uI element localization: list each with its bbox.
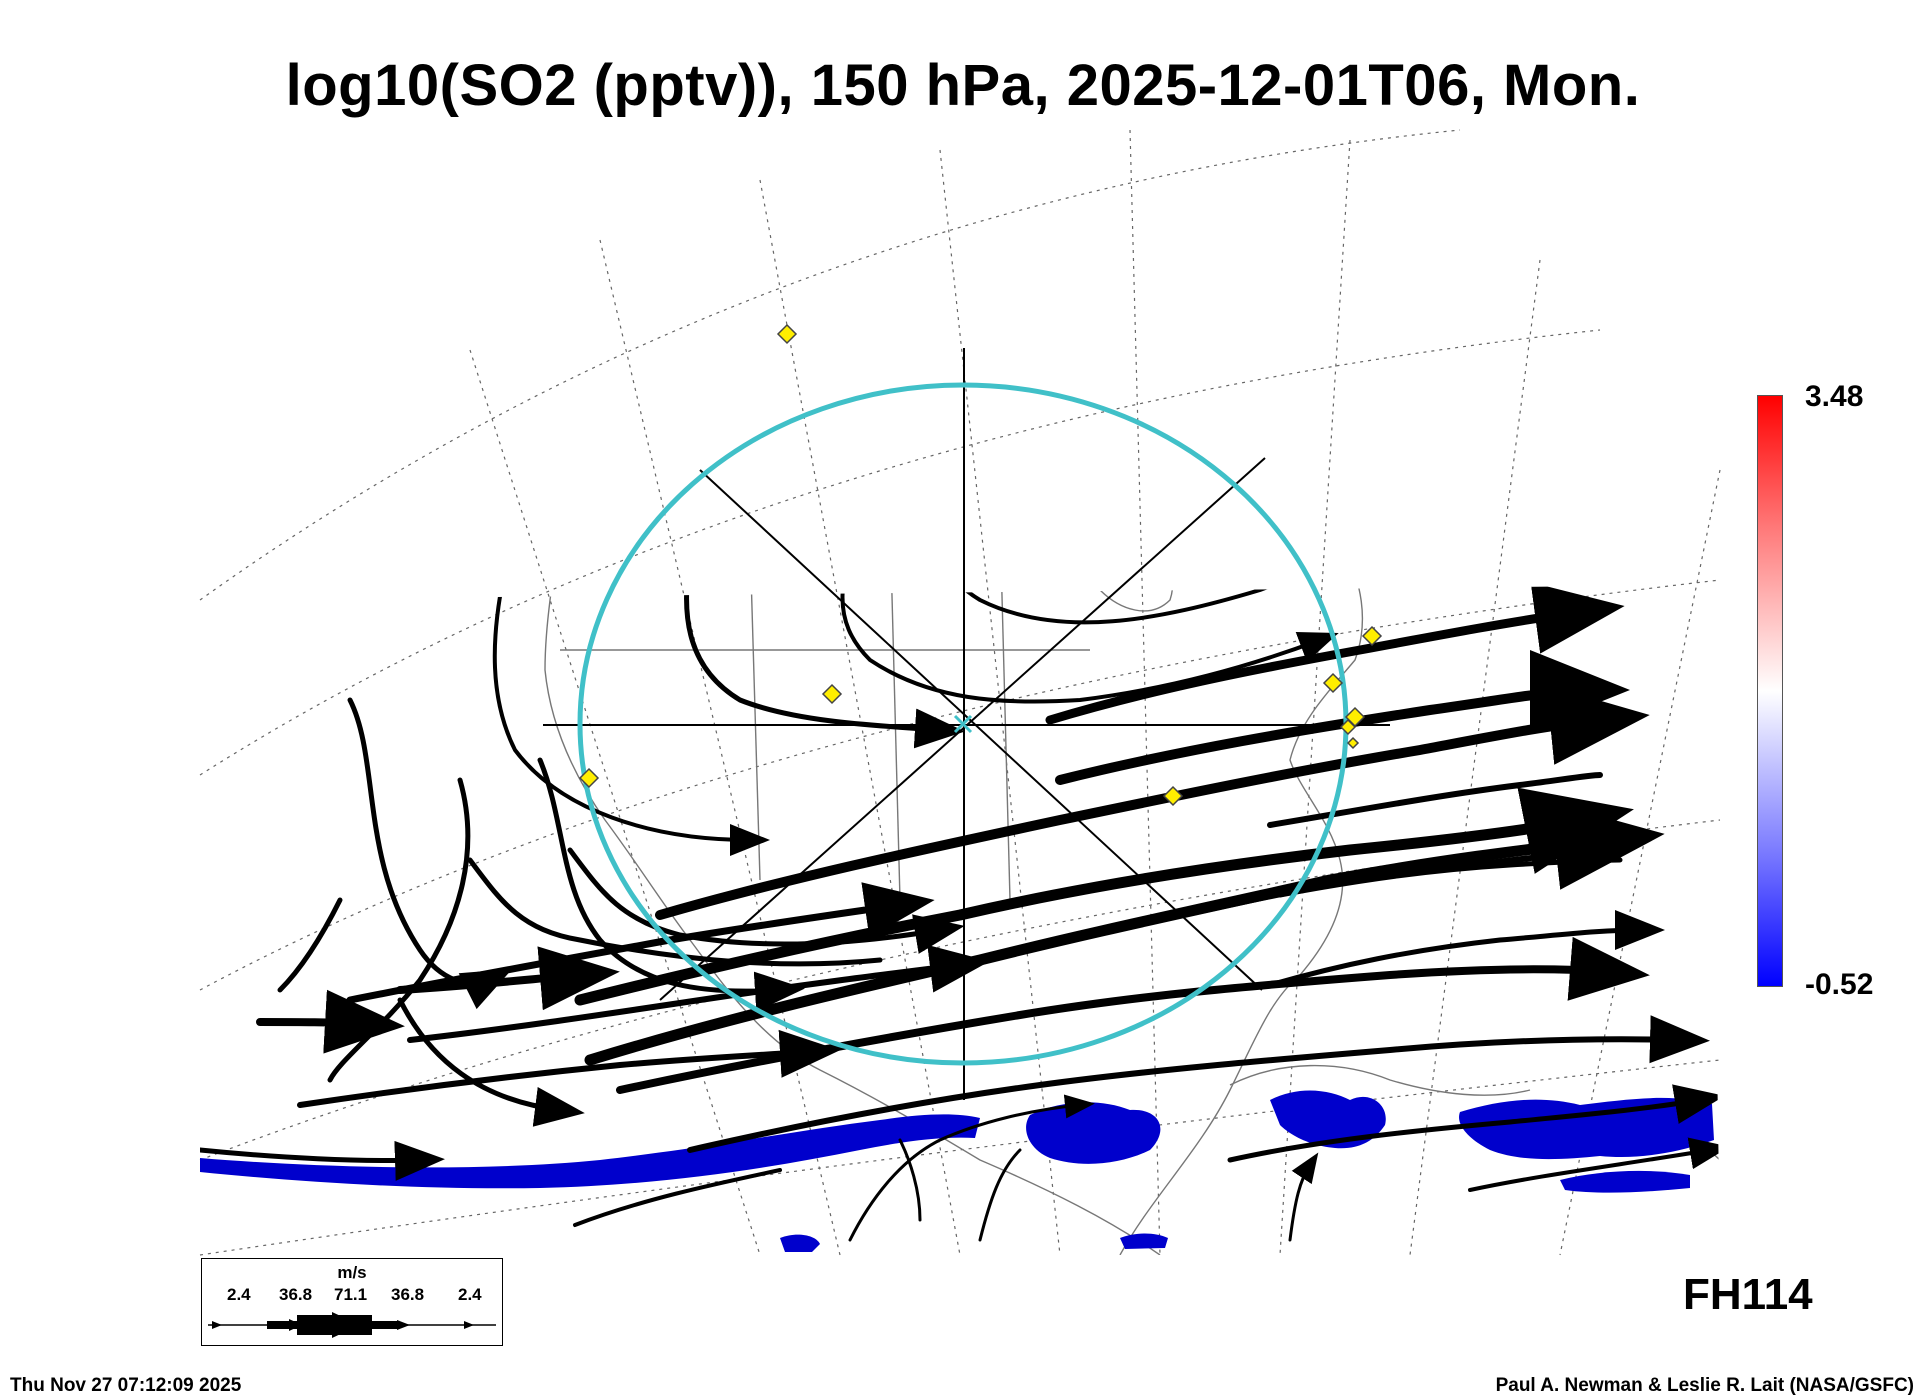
- legend-value: 71.1: [334, 1285, 368, 1304]
- legend-unit: m/s: [337, 1263, 367, 1282]
- station-marker: [776, 323, 798, 345]
- colorbar: [1757, 395, 1783, 987]
- station-marker: [1162, 785, 1184, 807]
- colorbar-max-label: 3.48: [1805, 380, 1864, 413]
- map-title: log10(SO2 (pptv)), 150 hPa, 2025-12-01T0…: [285, 53, 1641, 118]
- station-marker: [1361, 625, 1383, 647]
- station-markers: [578, 323, 1383, 807]
- streamlines: [200, 585, 1720, 1242]
- station-marker: [1346, 736, 1360, 750]
- legend-arrows: [208, 1312, 496, 1338]
- forecast-hour-label: FH114: [1683, 1270, 1813, 1319]
- legend-value: 36.8: [391, 1285, 425, 1304]
- circle-center-marker: [953, 714, 973, 734]
- station-marker: [1339, 718, 1357, 736]
- legend-value: 2.4: [458, 1285, 482, 1304]
- legend-value: 2.4: [227, 1285, 251, 1304]
- colorbar-min-label: -0.52: [1805, 968, 1874, 1001]
- footer-timestamp: Thu Nov 27 07:12:09 2025: [10, 1375, 242, 1396]
- wind-speed-legend: m/s 2.4 36.8 71.1 36.8 2.4: [201, 1258, 503, 1346]
- station-marker: [1322, 672, 1344, 694]
- footer-credit: Paul A. Newman & Leslie R. Lait (NASA/GS…: [1495, 1375, 1914, 1396]
- so2-shading: [200, 1090, 1714, 1252]
- station-marker: [821, 683, 843, 705]
- legend-value: 36.8: [279, 1285, 313, 1304]
- station-marker: [578, 767, 600, 789]
